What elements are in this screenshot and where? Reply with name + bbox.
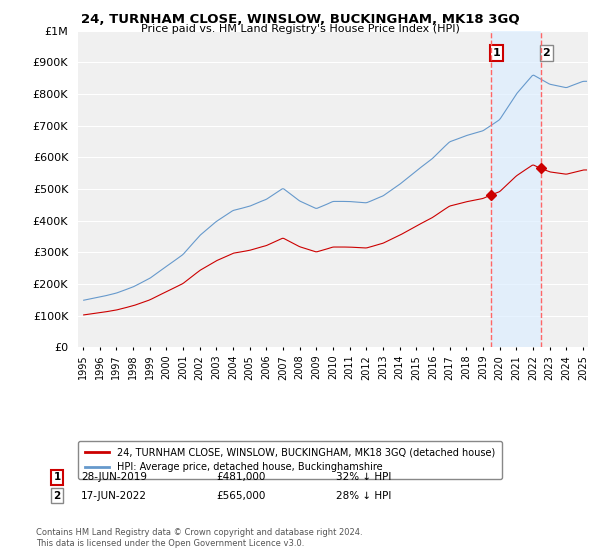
- Text: £481,000: £481,000: [216, 472, 265, 482]
- Text: 32% ↓ HPI: 32% ↓ HPI: [336, 472, 391, 482]
- Text: 24, TURNHAM CLOSE, WINSLOW, BUCKINGHAM, MK18 3GQ: 24, TURNHAM CLOSE, WINSLOW, BUCKINGHAM, …: [80, 13, 520, 26]
- Text: Contains HM Land Registry data © Crown copyright and database right 2024.
This d: Contains HM Land Registry data © Crown c…: [36, 528, 362, 548]
- Text: 1: 1: [53, 472, 61, 482]
- Bar: [491, 31, 541, 347]
- Text: 28% ↓ HPI: 28% ↓ HPI: [336, 491, 391, 501]
- Text: £565,000: £565,000: [216, 491, 265, 501]
- Text: 28-JUN-2019: 28-JUN-2019: [81, 472, 147, 482]
- Text: 17-JUN-2022: 17-JUN-2022: [81, 491, 147, 501]
- Text: Price paid vs. HM Land Registry's House Price Index (HPI): Price paid vs. HM Land Registry's House …: [140, 24, 460, 34]
- Text: 2: 2: [53, 491, 61, 501]
- Text: 1: 1: [493, 48, 500, 58]
- Legend: 24, TURNHAM CLOSE, WINSLOW, BUCKINGHAM, MK18 3GQ (detached house), HPI: Average : 24, TURNHAM CLOSE, WINSLOW, BUCKINGHAM, …: [78, 441, 502, 479]
- Text: 2: 2: [542, 48, 550, 58]
